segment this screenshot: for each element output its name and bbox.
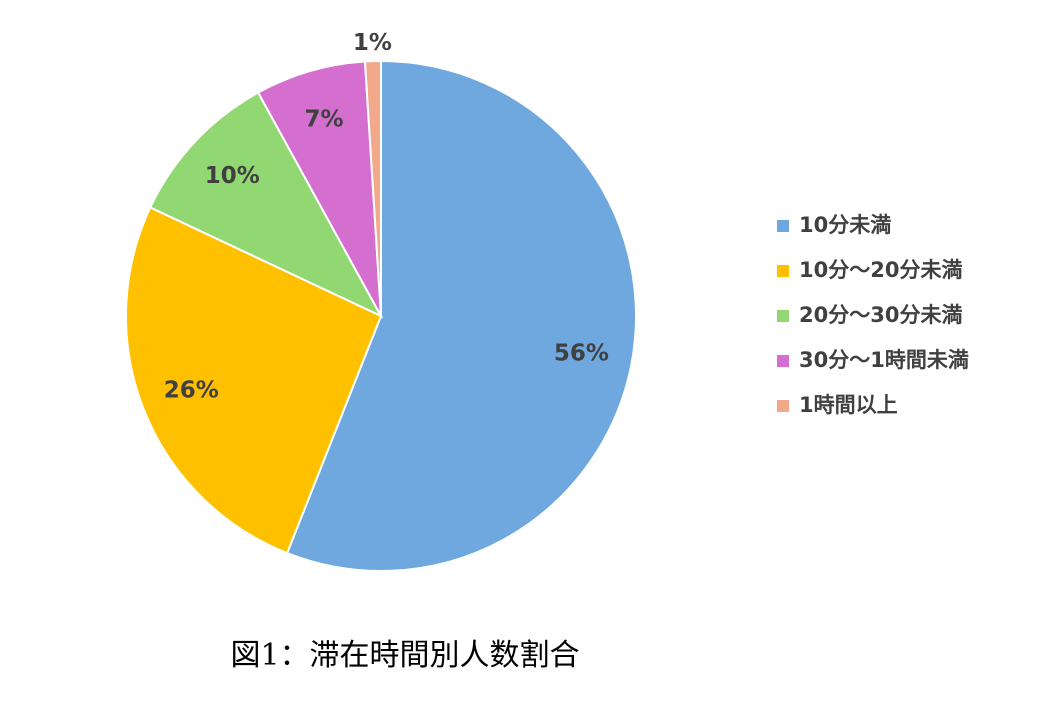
pie-slice [125, 206, 383, 555]
legend-label: 10分～20分未満 [799, 258, 962, 282]
pie-slice [363, 59, 382, 317]
legend-label: 1時間以上 [799, 393, 898, 417]
data-label: 7% [305, 107, 344, 133]
chart-title: 図1：滞在時間別人数割合 [230, 638, 579, 673]
legend-swatch [777, 265, 789, 277]
legend-swatch [777, 355, 789, 367]
legend-swatch [777, 220, 789, 232]
pie-slice [148, 91, 384, 319]
data-label: 56% [554, 341, 609, 367]
data-label: 1% [353, 30, 392, 56]
data-label: 26% [164, 378, 219, 404]
legend-swatch [777, 400, 789, 412]
data-label: 10% [205, 163, 260, 189]
legend-swatch [777, 310, 789, 322]
legend-label: 20分～30分未満 [799, 303, 962, 327]
pie-slice [285, 59, 637, 572]
legend-label: 10分未満 [799, 213, 891, 237]
legend-label: 30分～1時間未満 [799, 348, 969, 372]
pie-slice [256, 60, 382, 317]
